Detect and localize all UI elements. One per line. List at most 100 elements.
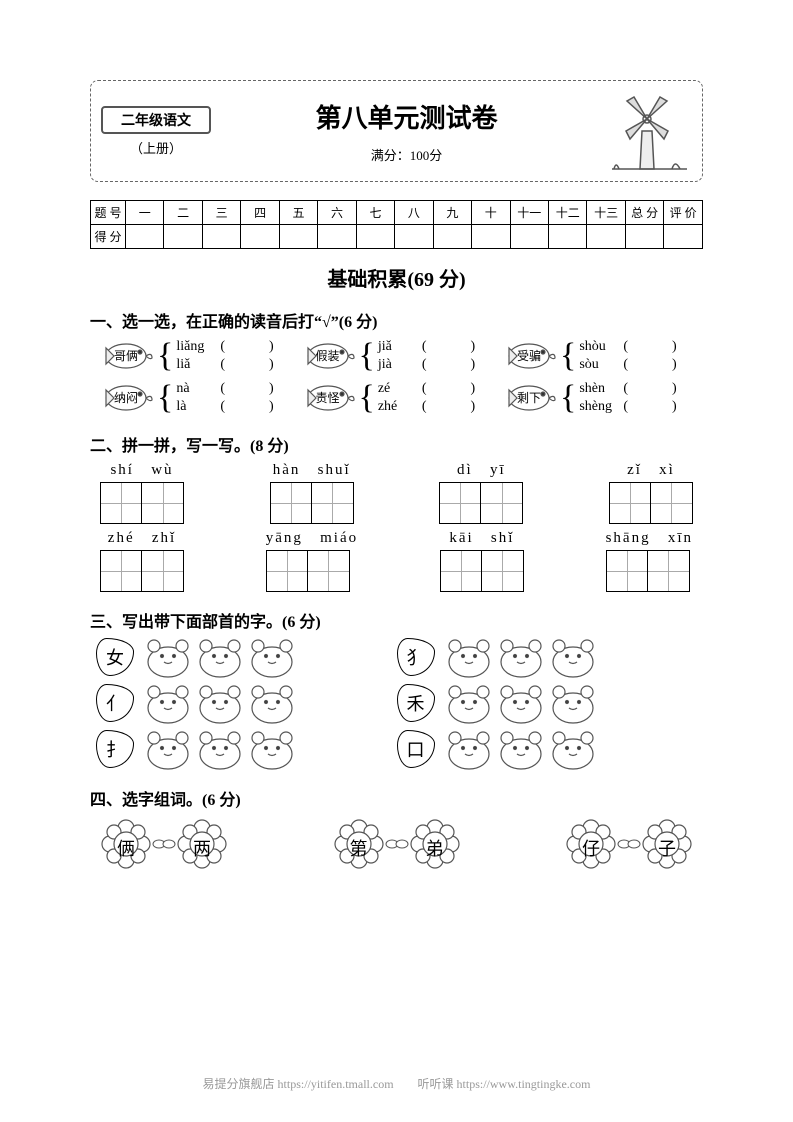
- hamster-icon[interactable]: [497, 728, 545, 770]
- q1-opt-a: zé: [378, 380, 422, 398]
- hamster-icon[interactable]: [144, 636, 192, 678]
- score-table: 题 号 一 二 三 四 五 六 七 八 九 十 十一 十二 十三 总 分 评 价…: [90, 200, 703, 249]
- hamster-icon[interactable]: [445, 682, 493, 724]
- char-box[interactable]: [142, 482, 184, 524]
- full-score: 满分：100分: [211, 145, 602, 164]
- hamster-icon[interactable]: [549, 682, 597, 724]
- score-cell[interactable]: [433, 225, 471, 249]
- q4-pair: 第 弟: [333, 818, 461, 870]
- q2-p1: dì: [457, 462, 473, 478]
- q2-pinyin: dì yī: [439, 462, 523, 479]
- row1-label: 题 号: [91, 201, 126, 225]
- score-cell[interactable]: [356, 225, 394, 249]
- q2-p1: shāng: [606, 530, 651, 546]
- char-box[interactable]: [312, 482, 354, 524]
- col-eval: 评 价: [664, 201, 703, 225]
- score-cell[interactable]: [318, 225, 356, 249]
- q2-p1: shí: [110, 462, 134, 478]
- hamster-icon[interactable]: [248, 728, 296, 770]
- brace-icon: {: [359, 339, 375, 373]
- fish-icon: 受骗: [503, 338, 559, 374]
- q4-pair: 俩 两: [100, 818, 228, 870]
- brace-icon: {: [157, 339, 173, 373]
- score-table-header-row: 题 号 一 二 三 四 五 六 七 八 九 十 十一 十二 十三 总 分 评 价: [91, 201, 703, 225]
- score-cell[interactable]: [510, 225, 548, 249]
- score-cell[interactable]: [126, 225, 164, 249]
- q1-options: nà( ) là( ): [176, 380, 273, 416]
- q1-heading: 一、选一选，在正确的读音后打“√”(6 分): [90, 308, 703, 332]
- char-box[interactable]: [481, 482, 523, 524]
- q2-pinyin: zǐ xì: [609, 462, 693, 479]
- char-box[interactable]: [266, 550, 308, 592]
- hamster-icon[interactable]: [549, 636, 597, 678]
- q3-row: 女 犭: [90, 636, 703, 678]
- q1-opt-a: liǎng: [176, 338, 220, 356]
- char-box[interactable]: [100, 482, 142, 524]
- q4-pair: 仔 子: [565, 818, 693, 870]
- radical: 扌: [96, 730, 134, 768]
- radical: 女: [96, 638, 134, 676]
- char-box-pair: [100, 550, 184, 592]
- score-cell[interactable]: [587, 225, 625, 249]
- char-box-pair: [440, 550, 524, 592]
- hamster-icon[interactable]: [549, 728, 597, 770]
- q2-item: dì yī: [439, 462, 523, 524]
- q2-container: shí wù hàn shuǐ dì yī: [90, 462, 703, 592]
- hamster-icon[interactable]: [196, 636, 244, 678]
- brace-icon: {: [157, 381, 173, 415]
- booklet: （上册）: [101, 138, 211, 157]
- char-box[interactable]: [440, 550, 482, 592]
- score-cell[interactable]: [548, 225, 586, 249]
- score-cell[interactable]: [202, 225, 240, 249]
- score-cell[interactable]: [472, 225, 510, 249]
- radical: 犭: [397, 638, 435, 676]
- q1-item: 哥俩 { liǎng( ) liǎ( ): [100, 338, 290, 374]
- footer-right: 听听课 https://www.tingtingke.com: [418, 1077, 591, 1091]
- score-table-score-row: 得 分: [91, 225, 703, 249]
- char-box[interactable]: [270, 482, 312, 524]
- hamster-icon[interactable]: [497, 682, 545, 724]
- hamster-icon[interactable]: [196, 682, 244, 724]
- q2-p1: yāng: [266, 530, 303, 546]
- q1-options: liǎng( ) liǎ( ): [176, 338, 273, 374]
- col-5: 五: [279, 201, 317, 225]
- score-cell[interactable]: [164, 225, 202, 249]
- char-box[interactable]: [606, 550, 648, 592]
- hamster-icon[interactable]: [196, 728, 244, 770]
- q1-options: jiǎ( ) jià( ): [378, 338, 475, 374]
- score-cell[interactable]: [664, 225, 703, 249]
- hamster-icon[interactable]: [248, 682, 296, 724]
- hamster-icon[interactable]: [144, 682, 192, 724]
- char-box[interactable]: [651, 482, 693, 524]
- char-box[interactable]: [482, 550, 524, 592]
- q4-heading: 四、选字组词。(6 分): [90, 786, 703, 810]
- score-cell[interactable]: [625, 225, 663, 249]
- q1-opt-a: shèn: [579, 380, 623, 398]
- hamster-group: [443, 728, 599, 770]
- header-box: 二年级语文 （上册） 第八单元测试卷 满分：100分: [90, 80, 703, 182]
- hamster-icon[interactable]: [445, 728, 493, 770]
- q4-container: 俩 两 第 弟 仔 子: [90, 818, 703, 870]
- char-box[interactable]: [609, 482, 651, 524]
- char-box-pair: [609, 482, 693, 524]
- char-box[interactable]: [648, 550, 690, 592]
- char-box[interactable]: [439, 482, 481, 524]
- score-cell[interactable]: [279, 225, 317, 249]
- char-box[interactable]: [308, 550, 350, 592]
- q2-pinyin: kāi shǐ: [440, 530, 524, 547]
- fish-icon: 假装: [302, 338, 358, 374]
- char-box[interactable]: [142, 550, 184, 592]
- char-box[interactable]: [100, 550, 142, 592]
- hamster-icon[interactable]: [144, 728, 192, 770]
- q1-opt-a: shòu: [579, 338, 623, 356]
- q1-item: 责怪 { zé( ) zhé( ): [302, 380, 492, 416]
- hamster-icon[interactable]: [248, 636, 296, 678]
- fish-icon: 剩下: [503, 380, 559, 416]
- score-cell[interactable]: [241, 225, 279, 249]
- score-cell[interactable]: [395, 225, 433, 249]
- hamster-icon[interactable]: [445, 636, 493, 678]
- hamster-group: [443, 636, 599, 678]
- hamster-icon[interactable]: [497, 636, 545, 678]
- q2-p2: miáo: [320, 530, 358, 546]
- col-12: 十二: [548, 201, 586, 225]
